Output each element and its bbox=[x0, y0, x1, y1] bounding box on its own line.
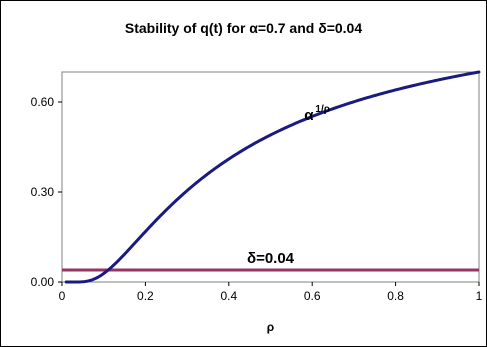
x-tick-label: 0.4 bbox=[220, 289, 237, 303]
x-tick-label: 0.6 bbox=[304, 289, 321, 303]
annotation-layer: α 1/ρ δ=0.04 bbox=[247, 104, 330, 267]
x-axis-label: ρ bbox=[267, 320, 274, 334]
x-tick-label: 0 bbox=[59, 289, 66, 303]
chart-title: Stability of q(t) for α=0.7 and δ=0.04 bbox=[125, 20, 362, 36]
delta-annotation: δ=0.04 bbox=[247, 250, 295, 267]
curve-annotation-base: α bbox=[304, 107, 314, 124]
axis-ticks: 0 0.2 0.4 0.6 0.8 1 0.00 0.30 0.60 bbox=[31, 95, 483, 303]
y-tick-label: 0.60 bbox=[31, 95, 55, 109]
x-tick-label: 0.2 bbox=[137, 289, 154, 303]
series-line-alpha-curve bbox=[64, 70, 481, 284]
x-tick-label: 0.8 bbox=[387, 289, 404, 303]
y-tick-label: 0.00 bbox=[31, 275, 55, 289]
curve-annotation-superscript: 1/ρ bbox=[315, 104, 330, 115]
series-layer bbox=[62, 70, 481, 284]
y-tick-label: 0.30 bbox=[31, 185, 55, 199]
x-tick-label: 1 bbox=[476, 289, 483, 303]
curve-annotation: α 1/ρ bbox=[304, 104, 330, 124]
